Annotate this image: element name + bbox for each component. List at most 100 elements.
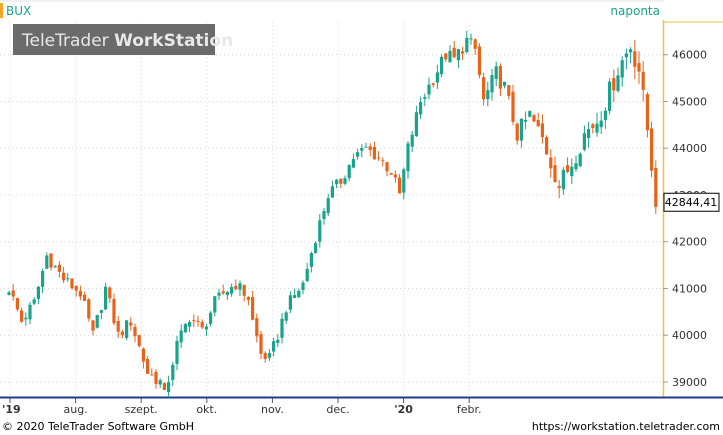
y-tick-label: 45000 [672,95,707,108]
watermark-text: TeleTrader WorkStation [21,31,233,51]
candle-body [326,198,330,214]
candle-body [28,304,32,320]
candle-body [536,119,540,127]
candles-group [7,30,658,398]
candle-body [95,315,99,328]
candle-body [339,178,343,184]
candle-body [62,272,66,281]
candle-body [104,286,108,310]
candle-body [83,294,87,301]
candle-body [435,72,439,83]
candle-body [624,53,628,58]
candle-body [24,317,28,320]
candle-body [66,278,70,280]
candle-body [637,63,641,72]
candle-body [263,353,267,359]
candle-body [599,120,603,128]
candle-body [540,123,544,138]
candle-body [389,173,393,175]
candle-body [570,166,574,177]
candle-body [482,77,486,100]
candle-body [423,97,427,99]
candle-body [561,169,565,190]
candle-body [368,146,372,150]
candle-body [41,271,45,287]
candle-body [91,320,95,331]
candle-body [32,299,36,304]
candle-body [608,81,612,111]
candle-body [74,285,78,291]
candle-body [498,66,502,89]
candle-body [524,120,528,122]
watermark-box [13,24,215,55]
y-tick-label: 42000 [672,236,707,249]
footer-copyright: © 2020 TeleTrader Software GmbH [2,420,194,433]
x-tick-label: szept. [125,403,158,416]
candle-body [234,285,238,290]
candle-body [200,321,204,328]
candle-body [175,340,179,364]
candle-body [129,322,133,326]
candle-body [473,39,477,49]
candle-body [557,185,561,188]
candle-body [45,255,49,269]
candle-body [410,134,414,147]
candle-body [612,78,616,91]
x-tick-label: '20 [394,403,413,416]
candle-body [272,341,276,352]
candle-body [267,353,271,358]
candle-body [171,364,175,380]
watermark-product: WorkStation [114,31,233,51]
series-marker [0,3,3,18]
candle-body [616,75,620,91]
candle-body [587,129,591,138]
candle-body [490,74,494,93]
last-value-tag: 42844,41 [663,192,720,212]
footer-url[interactable]: https://workstation.teletrader.com [532,420,720,433]
candle-body [532,115,536,122]
candle-body [280,318,284,338]
candle-body [204,326,208,330]
candle-body [461,51,465,54]
candle-body [519,118,523,141]
candle-body [276,339,280,344]
candle-body [641,71,645,90]
candle-body [196,320,200,322]
y-tick-label: 44000 [672,142,707,155]
candle-body [427,84,431,95]
candle-body [486,90,490,100]
candle-body [11,290,15,297]
candle-body [469,38,473,40]
candle-body [419,102,423,115]
candle-body [444,53,448,60]
candle-body [620,60,624,78]
x-tick-label: okt. [196,403,217,416]
candle-body [347,164,351,179]
x-tick-labels: '19 aug. szept. okt. nov. dec. '20 febr. [2,398,482,416]
candle-body [49,253,53,268]
candle-body [633,51,637,67]
candle-body [20,310,24,322]
candle-body [57,264,61,272]
candle-body [364,146,368,148]
candle-body [293,295,297,298]
candle-body [431,83,435,85]
candle-body [406,143,410,172]
candle-body [162,383,166,390]
candle-body [440,56,444,75]
candle-body [154,371,158,384]
candle-body [309,253,313,267]
candle-body [335,179,339,185]
candle-body [654,168,658,207]
candle-body [414,112,418,136]
period-label: naponta [610,4,660,18]
candle-body [452,47,456,58]
candle-body [108,287,112,299]
x-tick-label: dec. [326,403,349,416]
candle-body [465,37,469,52]
candle-body [503,81,507,86]
candle-body [70,278,74,289]
candle-body [381,160,385,162]
candle-body [385,162,389,172]
